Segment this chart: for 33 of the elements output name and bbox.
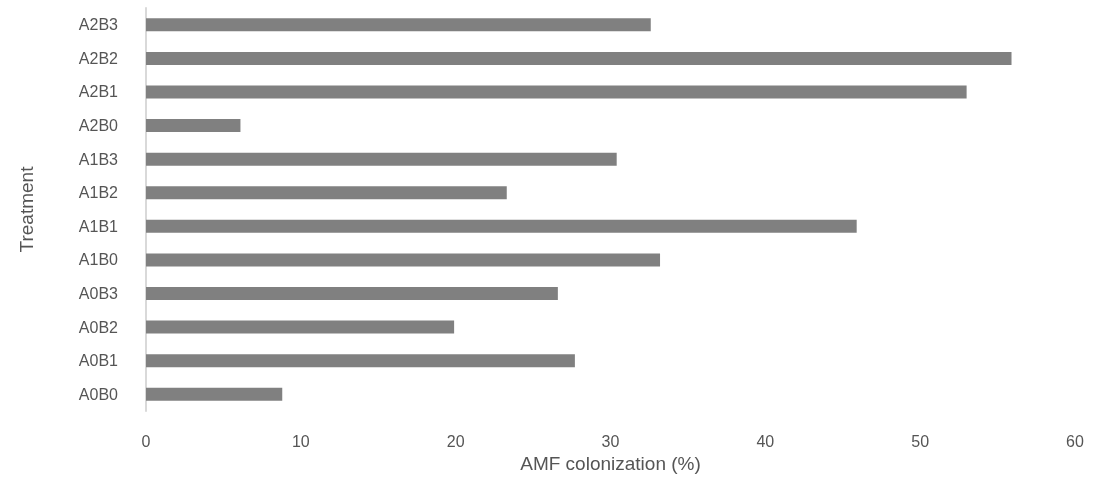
x-tick-label: 40	[756, 432, 775, 450]
y-tick-label: A1B0	[78, 251, 119, 269]
bar	[146, 51, 1012, 65]
y-tick-label: A0B0	[78, 385, 119, 403]
bar	[146, 18, 651, 32]
bar	[146, 219, 857, 233]
bar	[146, 119, 241, 133]
y-tick-label: A2B0	[78, 117, 119, 135]
y-tick-label: A2B3	[78, 16, 119, 34]
x-tick-label: 20	[446, 432, 465, 450]
bar	[146, 354, 575, 368]
x-axis-title: AMF colonization (%)	[520, 452, 701, 474]
bar	[146, 253, 661, 267]
y-axis-title: Treatment	[16, 165, 37, 253]
y-tick-label: A1B1	[78, 217, 119, 235]
bar	[146, 85, 967, 99]
bar	[146, 286, 558, 300]
y-tick-label: A0B1	[78, 352, 119, 370]
x-tick-label: 0	[141, 432, 151, 450]
y-tick-label: A2B1	[78, 83, 119, 101]
y-tick-label: A1B3	[78, 150, 119, 168]
bar	[146, 152, 617, 166]
y-tick-label: A0B3	[78, 284, 119, 302]
bar	[146, 186, 507, 200]
y-tick-label: A0B2	[78, 318, 119, 336]
x-tick-label: 10	[291, 432, 310, 450]
x-tick-label: 30	[601, 432, 620, 450]
y-tick-label: A1B2	[78, 184, 119, 202]
x-tick-label: 50	[911, 432, 930, 450]
bar	[146, 320, 455, 334]
bar	[146, 387, 283, 401]
y-tick-label: A2B2	[78, 49, 119, 67]
x-tick-label: 60	[1066, 432, 1084, 450]
